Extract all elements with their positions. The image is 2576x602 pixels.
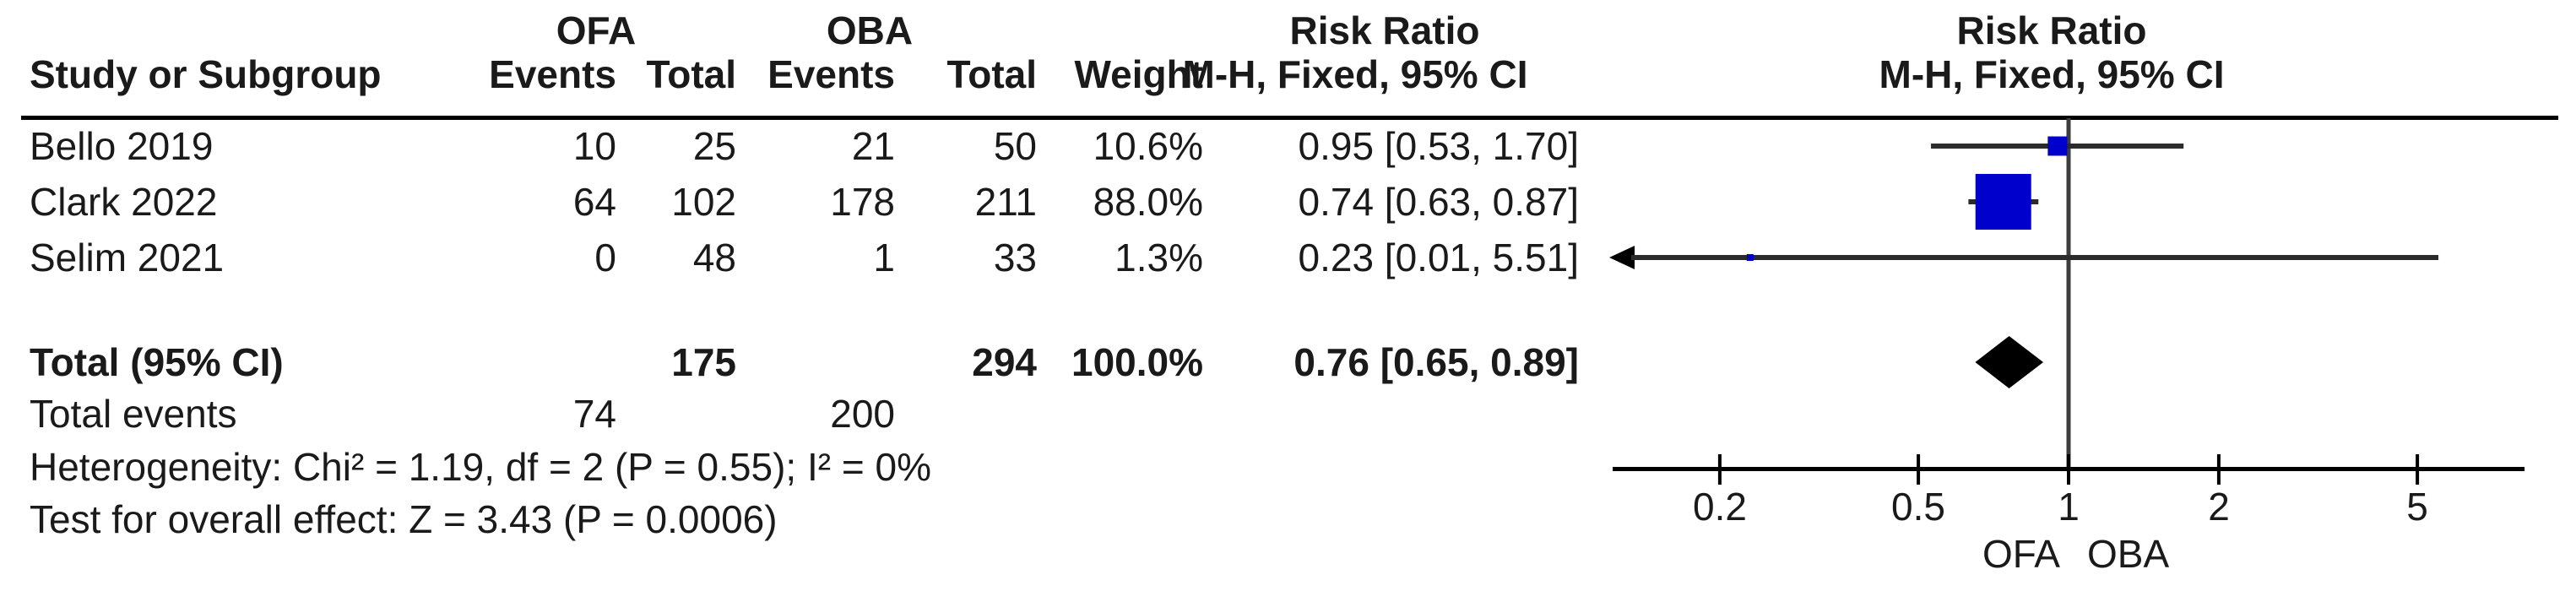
ofa-events-cell: 0 <box>594 236 616 279</box>
total-risk-ratio: 0.76 [0.65, 0.89] <box>1293 340 1579 384</box>
x-axis-tick <box>2216 454 2221 485</box>
risk-ratio-header-plot: Risk Ratio <box>1956 8 2147 52</box>
group-header-oba: OBA <box>826 8 914 52</box>
oba-total-cell: 211 <box>974 180 1037 224</box>
risk-ratio-cell: 0.74 [0.63, 0.87] <box>1298 180 1580 224</box>
header-separator-line <box>21 116 2558 120</box>
oba-total-cell: 33 <box>993 236 1037 279</box>
overall-effect-stat: Test for overall effect: Z = 3.43 (P = 0… <box>30 497 778 541</box>
total-label: Total (95% CI) <box>30 340 284 384</box>
x-axis-tick <box>2416 454 2420 485</box>
ofa-events-cell: 64 <box>572 180 616 224</box>
total-events-ofa: 74 <box>572 392 616 436</box>
oba-events-cell: 21 <box>851 124 895 168</box>
weight-cell: 88.0% <box>1093 180 1203 224</box>
total-events-oba: 200 <box>830 392 895 436</box>
study-weight-square <box>2047 136 2068 156</box>
oba-total-cell: 50 <box>993 124 1037 168</box>
x-axis-tick <box>1717 454 1722 485</box>
axis-tick-label: 2 <box>2208 485 2230 529</box>
study-name: Selim 2021 <box>30 236 225 279</box>
axis-tick-label: 5 <box>2406 485 2428 529</box>
summary-diamond <box>1975 336 2044 388</box>
ofa-events-column-header: Events <box>489 52 616 96</box>
oba-events-cell: 1 <box>873 236 895 279</box>
total-weight: 100.0% <box>1071 340 1203 384</box>
favours-right-label: OBA <box>2087 532 2170 576</box>
study-name: Bello 2019 <box>30 124 214 168</box>
ci-arrow-left <box>1609 246 1635 269</box>
weight-cell: 1.3% <box>1114 236 1203 279</box>
total-oba-n: 294 <box>972 340 1037 384</box>
ofa-total-cell: 48 <box>692 236 736 279</box>
weight-cell: 10.6% <box>1093 124 1203 168</box>
ofa-events-cell: 10 <box>572 124 616 168</box>
study-column-header: Study or Subgroup <box>30 52 382 96</box>
ofa-total-cell: 25 <box>692 124 736 168</box>
axis-tick-label: 1 <box>2058 485 2080 529</box>
x-axis-tick <box>1917 454 1921 485</box>
mh-fixed-header-table: M-H, Fixed, 95% CI <box>1182 52 1528 96</box>
study-name: Clark 2022 <box>30 180 218 224</box>
ofa-total-column-header: Total <box>646 52 736 96</box>
ofa-total-cell: 102 <box>671 180 736 224</box>
total-ofa-n: 175 <box>671 340 736 384</box>
axis-tick-label: 0.2 <box>1693 485 1747 529</box>
null-effect-line <box>2066 118 2071 469</box>
risk-ratio-cell: 0.95 [0.53, 1.70] <box>1298 124 1580 168</box>
study-weight-square <box>1975 174 2031 230</box>
mh-fixed-header-plot: M-H, Fixed, 95% CI <box>1879 52 2225 96</box>
risk-ratio-header-table: Risk Ratio <box>1289 8 1480 52</box>
x-axis-tick <box>2067 454 2070 485</box>
axis-tick-label: 0.5 <box>1891 485 1945 529</box>
weight-column-header: Weight <box>1074 52 1203 96</box>
risk-ratio-cell: 0.23 [0.01, 5.51] <box>1298 236 1580 279</box>
ci-line <box>1631 255 2439 260</box>
favours-left-label: OFA <box>1982 532 2060 576</box>
oba-events-column-header: Events <box>767 52 895 96</box>
oba-events-cell: 178 <box>830 180 895 224</box>
oba-total-column-header: Total <box>946 52 1037 96</box>
group-header-ofa: OFA <box>556 8 637 52</box>
heterogeneity-stat: Heterogeneity: Chi² = 1.19, df = 2 (P = … <box>30 445 931 489</box>
total-events-label: Total events <box>30 392 237 436</box>
study-weight-square <box>1746 253 1754 262</box>
